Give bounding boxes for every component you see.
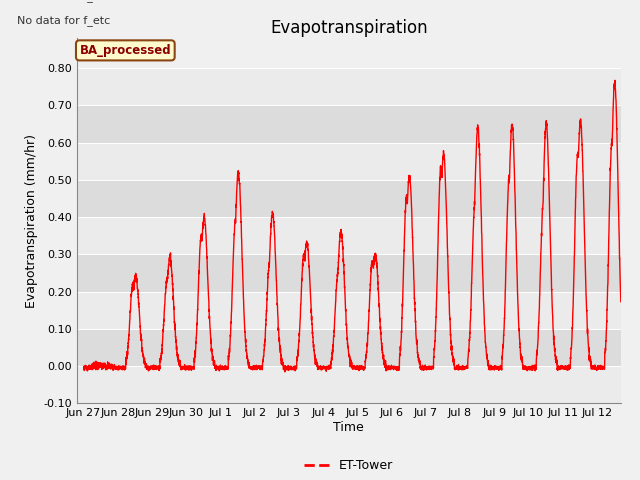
Title: Evapotranspiration: Evapotranspiration bbox=[270, 19, 428, 37]
Text: BA_processed: BA_processed bbox=[79, 44, 171, 57]
Bar bbox=[77, 180, 621, 217]
Bar bbox=[77, 217, 621, 254]
Bar bbox=[77, 254, 621, 291]
Text: No data for f_etc: No data for f_etc bbox=[17, 15, 110, 25]
Bar bbox=[77, 329, 621, 366]
X-axis label: Time: Time bbox=[333, 421, 364, 434]
Text: No data for f_et: No data for f_et bbox=[17, 0, 104, 2]
Bar bbox=[77, 143, 621, 180]
Legend: ET-Tower: ET-Tower bbox=[299, 454, 399, 477]
Bar bbox=[77, 291, 621, 329]
Y-axis label: Evapotranspiration (mm/hr): Evapotranspiration (mm/hr) bbox=[25, 134, 38, 308]
Bar bbox=[77, 106, 621, 143]
Bar bbox=[77, 68, 621, 106]
Bar bbox=[77, 366, 621, 403]
